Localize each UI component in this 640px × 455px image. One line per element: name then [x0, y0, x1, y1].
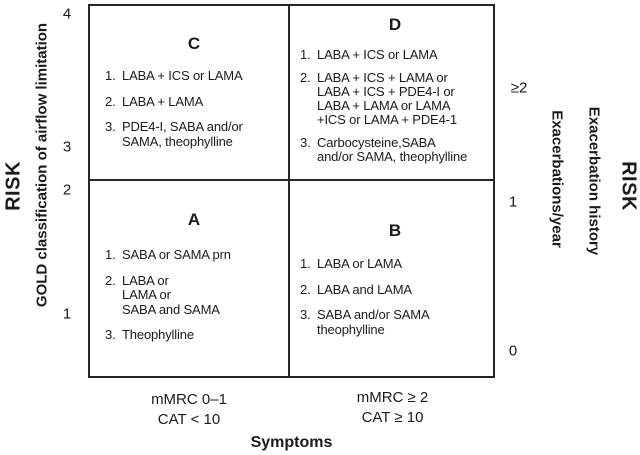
right-axis-risk-label: RISK — [617, 161, 640, 211]
item-number: 3. — [105, 327, 116, 342]
item-text: LABA + LAMA — [122, 93, 204, 109]
quadrant-b-item-2: 2. LABA and LAMA — [300, 281, 490, 298]
bottom-axis-right-group: mMRC ≥ 2 CAT ≥ 10 — [356, 389, 429, 426]
item-text: SABA or SAMA prn — [122, 247, 231, 262]
item-number: 3. — [300, 135, 311, 150]
item-number: 1. — [300, 47, 311, 62]
item-number: 2. — [300, 70, 311, 85]
quadrant-b-item-1: 1. LABA or LAMA — [300, 256, 490, 272]
right-axis-exacerbations-label: Exacerbations/year — [548, 110, 566, 248]
quadrant-d-item-3: 3. Carbocysteine,SABA and/or SAMA, theop… — [300, 136, 490, 164]
item-number: 3. — [105, 119, 116, 134]
quadrant-c-item-3: 3. PDE4-I, SABA and/or SAMA, theophyllin… — [105, 119, 283, 149]
quadrant-a-item-3: 3. Theophylline — [105, 327, 283, 343]
quadrant-c-title: C — [187, 34, 201, 53]
left-axis-risk-label: RISK — [2, 161, 25, 211]
quadrant-d-item-2: 2. LABA + ICS + LAMA or LABA + ICS + PDE… — [300, 71, 490, 127]
item-number: 2. — [105, 93, 116, 109]
item-text: Carbocysteine,SABA and/or SAMA, theophyl… — [317, 135, 468, 164]
item-text: LABA + ICS or LAMA — [317, 47, 438, 62]
right-axis-tick-0: 0 — [508, 342, 518, 360]
item-number: 2. — [300, 281, 311, 297]
quadrant-d-title: D — [388, 15, 402, 34]
left-axis-tick-4: 4 — [62, 5, 72, 23]
quadrant-c-item-2: 2. LABA + LAMA — [105, 93, 283, 110]
item-text: PDE4-I, SABA and/or SAMA, theophylline — [122, 119, 243, 149]
quadrant-c-item-1: 1. LABA + ICS or LAMA — [105, 68, 283, 84]
item-text: LABA and LAMA — [317, 281, 412, 297]
bottom-axis-title: Symptoms — [250, 434, 333, 451]
item-number: 1. — [105, 247, 116, 262]
left-axis-tick-3: 3 — [62, 138, 72, 156]
right-axis-tick-ge2: ≥2 — [510, 79, 528, 97]
item-text: SABA and/or SAMA theophylline — [317, 307, 430, 337]
quadrant-d-item-1: 1. LABA + ICS or LAMA — [300, 48, 490, 62]
treatment-grid: C 1. LABA + ICS or LAMA 2. LABA + LAMA 3… — [88, 4, 495, 378]
left-axis-tick-2: 2 — [62, 181, 72, 199]
quadrant-d: D 1. LABA + ICS or LAMA 2. LABA + ICS + … — [290, 6, 493, 181]
bottom-axis-left-group: mMRC 0–1 CAT < 10 — [151, 391, 227, 428]
item-text: LABA or LAMA or SABA and SAMA — [122, 272, 220, 317]
item-number: 1. — [300, 256, 311, 271]
item-number: 2. — [105, 272, 116, 288]
quadrant-b-title: B — [388, 221, 402, 240]
left-axis-tick-1: 1 — [62, 305, 72, 323]
item-text: LABA + ICS or LAMA — [122, 68, 243, 83]
quadrant-a: A 1. SABA or SAMA prn 2. LABA or LAMA or… — [90, 181, 290, 376]
quadrant-a-item-1: 1. SABA or SAMA prn — [105, 247, 283, 263]
quadrant-c: C 1. LABA + ICS or LAMA 2. LABA + LAMA 3… — [90, 6, 290, 181]
item-number: 1. — [105, 68, 116, 83]
quadrant-b-item-3: 3. SABA and/or SAMA theophylline — [300, 307, 490, 337]
quadrant-a-title: A — [187, 210, 201, 229]
item-text: Theophylline — [122, 327, 194, 342]
left-axis-gold-label: GOLD classification of airflow limitatio… — [33, 22, 51, 308]
right-axis-tick-1: 1 — [508, 193, 518, 211]
quadrant-b: B 1. LABA or LAMA 2. LABA and LAMA 3. SA… — [290, 181, 493, 376]
item-text: LABA + ICS + LAMA or LABA + ICS + PDE4-I… — [317, 70, 457, 127]
item-text: LABA or LAMA — [317, 256, 402, 271]
quadrant-a-item-2: 2. LABA or LAMA or SABA and SAMA — [105, 272, 283, 318]
right-axis-history-label: Exacerbation history — [585, 106, 603, 256]
item-number: 3. — [300, 307, 311, 322]
